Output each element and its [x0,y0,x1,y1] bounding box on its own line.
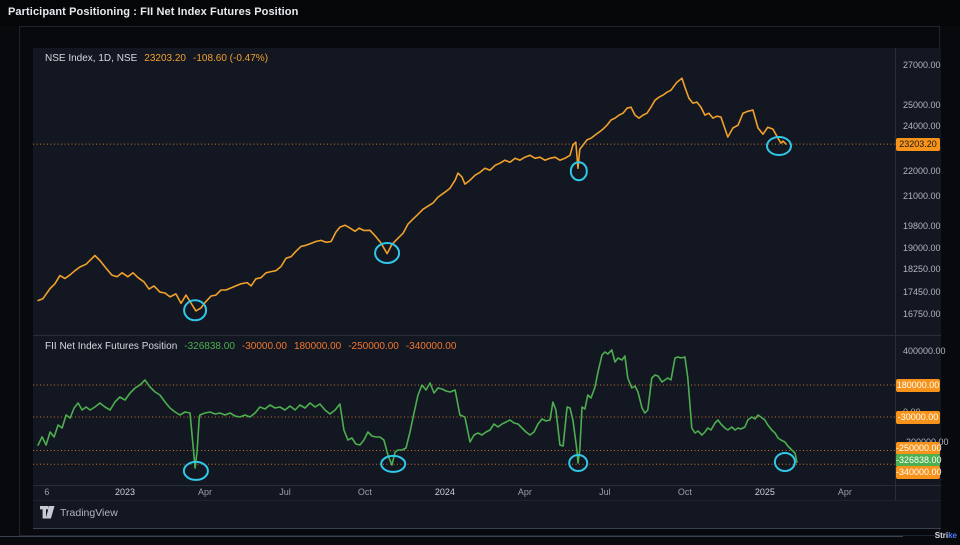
price-pane[interactable] [33,48,895,335]
price-tick-label: 24000.00 [903,121,941,131]
time-tick-label: 2023 [114,487,136,497]
price-tick-label: 22000.00 [903,166,941,177]
price-legend-title: NSE Index, 1D, NSE [45,53,138,64]
price-tick-label: 17450.00 [903,287,941,298]
footer-separator [33,500,941,501]
legend-value: -108.60 (-0.47%) [192,53,269,64]
axis-price-badge: -340000.00 [896,465,942,479]
time-tick-label: 2025 [754,487,775,497]
time-tick-label: Oct [677,487,692,497]
price-tick-label: 19800.00 [903,221,941,232]
price-tick-label: 25000.00 [903,99,941,110]
legend-value: -30000.00 [241,341,287,352]
legend-value: 180000.00 [293,341,342,352]
time-tick-label: Apr [837,487,852,497]
axis-price-badge: -326838.00 [896,453,942,467]
price-tick-label: 18250.00 [903,263,941,274]
axis-price-badge: 180000.00 [896,378,940,392]
fii-pane-legend[interactable]: FII Net Index Futures Position -326838.00… [45,341,456,352]
time-tick-label: 2024 [434,487,455,497]
tradingview-logo-text: TradingView [60,506,118,519]
time-axis-separator [33,485,941,486]
strike-watermark: Strike [935,531,957,540]
strike-watermark-part1: Stri [934,531,949,540]
time-tick-label: Oct [357,487,372,497]
time-tick-label: Apr [517,487,532,497]
price-tick-label: 19000.00 [903,242,941,253]
axis-price-badge: -250000.00 [896,441,942,455]
pane-separator[interactable] [33,335,941,336]
time-tick-label: Apr [197,487,213,497]
price-tick-label: 16750.00 [903,308,941,319]
time-tick-label: 6 [44,487,50,497]
price-pane-legend[interactable]: NSE Index, 1D, NSE 23203.20 -108.60 (-0.47… [45,53,268,64]
price-tick-label: 21000.00 [903,190,941,201]
title-bar: Participant Positioning : FII Net Index … [0,0,960,26]
legend-value: -250000.00 [348,341,399,352]
price-tick-label: 400000.00 [903,346,946,356]
fii-pane[interactable] [33,335,895,485]
legend-value: -340000.00 [405,341,457,352]
tradingview-logo-icon [40,506,55,519]
axis-price-badge: -30000.00 [896,410,940,424]
tradingview-logo-link[interactable]: TradingView [40,506,118,519]
legend-value: 23203.20 [144,53,186,64]
page-title: Participant Positioning : FII Net Index … [8,6,299,18]
legend-value: -326838.00 [184,341,235,352]
time-tick-label: Jul [279,487,291,497]
page-divider [0,536,903,537]
price-tick-label: 27000.00 [903,59,941,70]
strike-watermark-part2: ke [948,531,957,540]
axis-price-badge: 23203.20 [896,137,940,151]
fii-legend-title: FII Net Index Futures Position [45,341,178,352]
price-axis[interactable] [895,48,941,500]
price-axis-separator [895,48,896,500]
time-tick-label: Jul [599,487,611,497]
